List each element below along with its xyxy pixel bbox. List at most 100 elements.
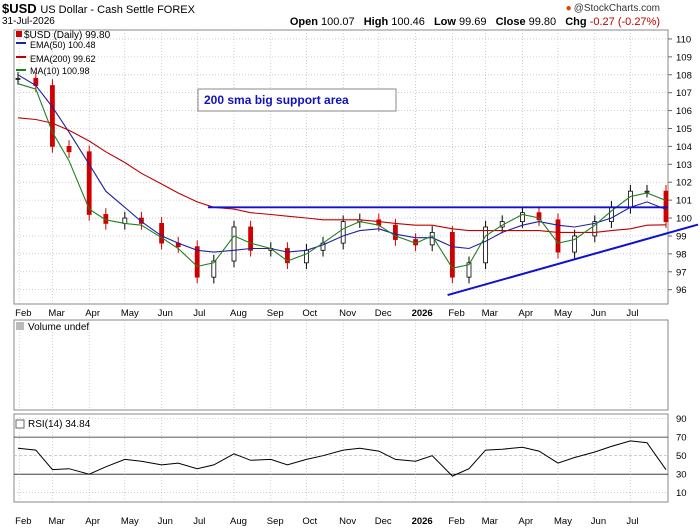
price-tick-label: 106 xyxy=(676,106,692,117)
rsi-tick-label: 10 xyxy=(676,488,687,499)
rsi-label: RSI(14) 34.84 xyxy=(28,419,91,430)
close-label: Close xyxy=(495,16,526,28)
price-x-label: Dec xyxy=(375,308,392,319)
candle-body xyxy=(592,221,598,237)
bottom-x-label: Jun xyxy=(591,516,606,527)
copyright: ● @StockCharts.com xyxy=(566,3,660,14)
price-tick-label: 97 xyxy=(676,267,687,278)
series-line-ma10 xyxy=(17,83,667,269)
candle-body xyxy=(211,260,217,278)
quote-summary: Open 100.07 High 100.46 Low 99.69 Close … xyxy=(290,16,660,28)
candle-body xyxy=(303,249,309,264)
low-label: Low xyxy=(433,16,456,28)
bottom-x-label: Mar xyxy=(48,516,64,527)
rising-trendline xyxy=(447,223,699,297)
symbol-description: US Dollar - Cash Settle FOREX xyxy=(40,4,195,16)
rsi-panel xyxy=(13,413,669,503)
rsi-tick-label: 50 xyxy=(676,451,687,462)
stockcharts-logo-icon: ● xyxy=(565,3,572,14)
price-tick-label: 110 xyxy=(676,34,691,45)
bottom-x-label: Feb xyxy=(15,516,31,527)
candle-body xyxy=(50,85,55,147)
candle-body xyxy=(449,231,455,278)
price-x-label: Apr xyxy=(85,308,100,319)
price-tick-label: 102 xyxy=(676,178,692,189)
price-tick-label: 98 xyxy=(676,249,687,260)
price-x-label: Feb xyxy=(448,308,464,319)
price-x-label: Mar xyxy=(48,308,64,319)
price-x-label: May xyxy=(554,308,572,319)
legend: $USD (Daily) 99.80 EMA(50) 100.48 EMA(20… xyxy=(16,30,111,76)
price-x-label: Nov xyxy=(339,308,356,319)
volume-swatch xyxy=(16,322,24,330)
price-tick-label: 100 xyxy=(676,214,692,225)
chart-title: $USD US Dollar - Cash Settle FOREX xyxy=(2,1,195,16)
rsi-tick-label: 30 xyxy=(676,470,687,481)
bottom-x-label: Apr xyxy=(518,516,533,527)
price-y-axis: 96 97 98 99 100 101 102 103 104 105 106 107 108 109 11… xyxy=(668,34,692,296)
price-tick-label: 105 xyxy=(676,124,692,135)
bottom-x-label: Apr xyxy=(85,516,100,527)
bottom-x-axis: Feb Mar Apr May Jun Jul Aug Sep Oct Nov Dec 2026 Feb… xyxy=(15,516,638,527)
price-tick-label: 104 xyxy=(676,142,692,153)
price-x-label: Apr xyxy=(518,308,533,319)
bottom-x-label: Sep xyxy=(267,516,284,527)
legend-ema200: EMA(200) 99.62 xyxy=(30,54,96,64)
chart-date: 31-Jul-2026 xyxy=(2,16,55,27)
rsi-line xyxy=(17,440,667,477)
annotation: 200 sma big support area xyxy=(197,88,397,112)
price-tick-label: 109 xyxy=(676,52,692,63)
candle-body xyxy=(644,190,650,193)
volume-panel xyxy=(13,319,669,411)
symbol: $USD xyxy=(2,1,37,16)
candle-body xyxy=(466,262,472,278)
rsi-tick-label: 70 xyxy=(676,433,687,444)
volume-grid xyxy=(18,320,631,410)
price-x-label: Sep xyxy=(267,308,284,319)
price-tick-label: 107 xyxy=(676,88,692,99)
candle-body xyxy=(285,248,290,264)
rsi-y-axis: 10 30 50 70 90 xyxy=(676,414,687,499)
high-value: 100.46 xyxy=(391,16,425,28)
legend-ema50: EMA(50) 100.48 xyxy=(30,40,96,50)
bottom-x-label: Oct xyxy=(302,516,317,527)
legend-ma10-swatch xyxy=(16,69,26,71)
price-x-label: Aug xyxy=(230,308,247,319)
legend-price-swatch xyxy=(16,31,22,37)
price-x-label: Jul xyxy=(193,308,205,319)
bottom-x-label: May xyxy=(554,516,572,527)
candle-body xyxy=(86,151,92,215)
price-tick-label: 103 xyxy=(676,160,692,171)
candle-body xyxy=(483,226,489,264)
legend-price: $USD (Daily) 99.80 xyxy=(24,30,111,41)
price-x-label: Jun xyxy=(158,308,173,319)
candle-body xyxy=(519,212,525,223)
high-label: High xyxy=(363,16,389,28)
rsi-grid xyxy=(14,414,668,502)
volume-label: Volume undef xyxy=(28,322,89,333)
series-line-ema50 xyxy=(17,74,667,253)
candle-body xyxy=(248,226,254,251)
legend-ema50-swatch xyxy=(16,42,26,44)
bottom-x-label: Feb xyxy=(448,516,464,527)
legend-ma10: MA(10) 100.98 xyxy=(30,66,90,76)
bottom-x-label: Dec xyxy=(375,516,392,527)
price-x-label: Mar xyxy=(482,308,498,319)
price-x-label: Jul xyxy=(626,308,638,319)
rsi-swatch xyxy=(15,419,25,429)
price-panel xyxy=(13,29,669,305)
price-x-label: May xyxy=(121,308,139,319)
close-value: 99.80 xyxy=(528,16,557,28)
rsi-series xyxy=(17,440,667,477)
rsi-tick-label: 90 xyxy=(676,414,687,425)
price-tick-label: 96 xyxy=(676,285,687,296)
bottom-x-label: May xyxy=(121,516,139,527)
chg-label: Chg xyxy=(565,16,587,28)
annotation-box xyxy=(197,88,397,112)
candle-body xyxy=(231,226,237,262)
legend-ema200-swatch xyxy=(16,56,26,58)
price-tick-label: 101 xyxy=(676,196,692,207)
price-tick-label: 108 xyxy=(676,70,692,81)
candle-body xyxy=(139,217,144,224)
